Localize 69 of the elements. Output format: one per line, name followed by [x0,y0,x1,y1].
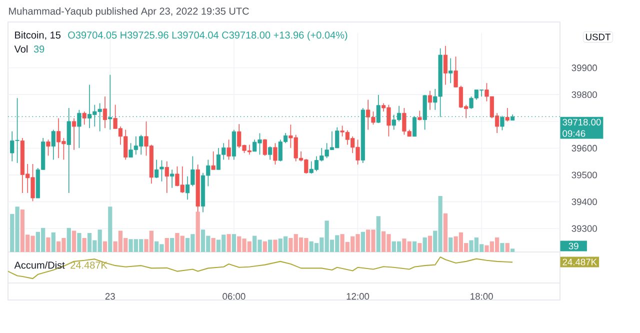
y-axis-title: USDT [586,34,610,40]
bar [262,241,267,252]
x-tick-label: 06:00 [222,293,246,300]
bar [505,243,510,252]
bar [170,238,174,252]
bar [102,241,108,252]
text: 24.487K [562,258,597,266]
annotation: 24.487K [70,262,108,269]
bar [46,237,50,252]
chart-title: Vol [14,45,28,53]
candlestick [418,110,422,121]
y-tick-label: 39600 [572,144,597,152]
bar [448,237,453,252]
bar [66,228,71,252]
bar [72,230,76,252]
text: Muhammad-Yaqub published Apr 23, 2022 19:35 UTC [9,7,249,17]
bar [428,236,432,252]
bar [82,238,86,252]
bar [77,232,82,252]
candlestick [226,139,231,160]
bar [443,213,448,252]
candlestick [72,118,76,150]
candlestick [82,111,86,126]
candlestick [428,90,432,110]
bar [412,241,417,252]
bar [422,237,427,252]
candlestick [102,96,108,129]
chart-subtitle: O39704.05 H39725.96 L39704.04 C39718.00 +13.96 (+0.04%) [68,31,348,41]
candlestick [448,58,453,84]
bar [273,240,278,252]
bar [500,243,504,252]
bar [510,248,515,252]
y-tick-label: 39800 [572,91,597,98]
chart-title: Bitcoin, 15 [15,31,61,40]
y-tick-label: 39900 [572,64,597,72]
x-tick-label: 12:00 [346,293,370,300]
candlestick [273,142,278,165]
bar [360,232,365,252]
bar [196,212,200,252]
x-tick-label: 18:00 [470,293,493,300]
candlestick [154,159,159,178]
candlestick [46,139,50,156]
y-tick-label: 39500 [572,172,597,178]
candlestick [268,146,272,160]
chart-title: Accum/Dist [14,261,65,269]
annotation: 39 [34,46,44,53]
ref-line-label: 39718.00 [562,118,601,126]
candlestick [160,160,164,182]
bar [108,206,112,252]
candlestick [505,108,510,122]
candlestick [170,169,174,188]
candlestick [211,151,216,170]
bar [51,232,56,252]
y-tick-label: 39400 [572,198,597,206]
bar [211,238,216,252]
candlestick [164,160,169,194]
bar [164,238,169,252]
x-tick-label: 23 [105,293,115,300]
bar [226,234,231,252]
candlestick [262,138,267,156]
bar [418,243,422,252]
candlestick [443,45,448,86]
text: 39 [568,242,578,250]
text: 09:46 [562,130,586,137]
bar [268,240,272,252]
bar [376,216,380,252]
candlestick [51,129,56,160]
y-tick-label: 39300 [572,225,597,232]
bar [232,234,236,252]
